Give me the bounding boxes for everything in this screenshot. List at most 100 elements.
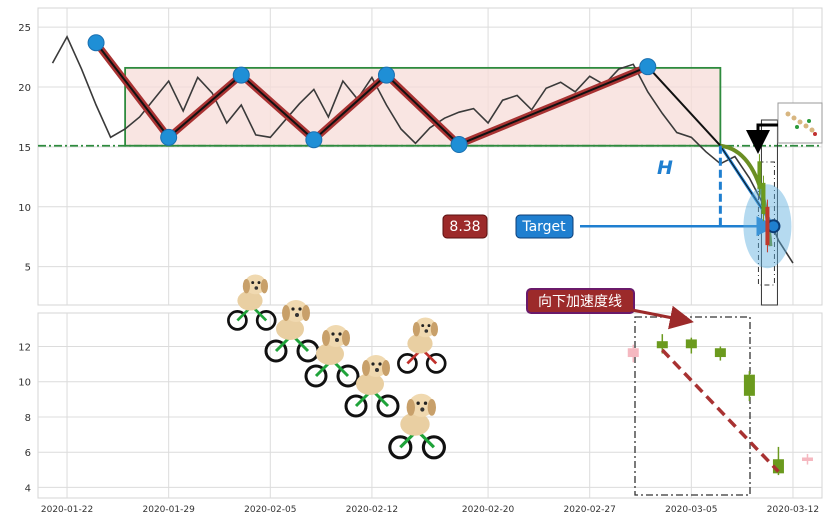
bike-wheel [264,339,288,363]
dog-cyclist-icon [388,393,446,460]
dog-body [407,333,433,354]
breakdown-line [647,66,722,147]
volume-ytick-label: 6 [25,448,31,459]
price-ytick-label: 20 [18,83,31,94]
price-grid [38,8,822,305]
candle-body [801,457,813,461]
candle-window-frame [634,316,751,496]
price-panel-frame [37,7,823,306]
mini-candle-body [761,182,766,214]
candle-body [685,339,697,349]
dog-eye [338,332,342,336]
bike-wheel [425,353,447,374]
dog-body [356,373,384,395]
pivot-point [450,136,468,154]
dog-ear [282,305,290,321]
volume-ytick-label: 10 [18,378,31,389]
target-value-text: 8.38 [449,219,480,235]
dog-eye [416,401,420,405]
bike-wheel [336,364,360,388]
bike-wheel [304,364,328,388]
bike-wheel [397,353,418,374]
accel-badge: 向下加速度线 [526,288,635,314]
volume-ytick-label: 8 [25,413,31,424]
dog-eye [298,307,302,311]
candle-body [714,348,726,358]
dog-ear [406,399,415,416]
dog-ear [382,360,390,376]
dog-head [284,300,308,322]
dog-eye [421,324,425,328]
dog-head [364,355,388,377]
dog-body [400,412,430,436]
price-ytick-label: 5 [25,263,31,274]
dog-ear [412,322,420,337]
dog-ear [362,360,370,376]
mini-candle-body [765,206,770,246]
dog-eye [291,307,295,311]
target-label-text: Target [521,219,566,235]
dog-nose [295,313,299,317]
dog-ear [242,279,250,294]
dog-ear [427,399,436,416]
thumbnail-pointer [746,123,778,154]
accel-label-text: 向下加速度线 [538,294,622,310]
candle-body [772,459,784,474]
dog-eye [378,362,382,366]
pivot-point [639,58,657,76]
dog-eye [251,281,255,285]
xtick-label: 2020-01-22 [41,505,93,515]
dog-eye [331,332,335,336]
dog-head [408,393,434,417]
bike-wheel [376,394,400,418]
dog-nose [335,338,339,342]
dog-body [316,343,344,365]
pivot-point [377,66,395,84]
bike-wheel [421,435,446,460]
pivot-point [87,34,105,52]
dog-cyclist-icon [304,325,360,388]
xtick-label: 2020-02-12 [346,505,398,515]
dog-cyclist-icon [397,317,447,374]
xtick-label: 2020-02-20 [462,505,515,515]
pivot-point [160,128,178,146]
target-badge: Target [515,214,574,239]
dog-nose [254,286,259,290]
price-ytick-label: 10 [18,203,31,214]
candle-body [656,341,668,349]
volume-ytick-label: 4 [25,483,31,494]
price-line [51,34,794,264]
bike-wheel [388,435,413,460]
dog-nose [420,407,425,412]
mini-candle-body [757,161,762,189]
price-ytick-label: 25 [18,23,31,34]
dog-nose [375,368,379,372]
target-value-badge: 8.38 [442,214,488,239]
dog-rider-group [227,274,447,460]
candle-body [627,348,639,358]
dog-ear [342,330,350,346]
bike-wheel [227,310,248,331]
dog-cyclist-icon [344,355,400,418]
dog-ear [260,279,268,294]
dog-eye [371,362,375,366]
dog-ear [322,330,330,346]
dog-eye [257,281,261,285]
price-ytick-label: 15 [18,143,31,154]
dog-eye [427,324,431,328]
volume-ytick-label: 12 [18,342,31,353]
dog-body [237,290,263,311]
xtick-label: 2020-02-05 [244,505,296,515]
price-layer [38,34,822,306]
dog-eye [423,401,428,405]
dog-cyclist-thumbnail-icon [777,102,823,144]
dog-body [276,318,304,340]
xtick-label: 2020-03-05 [665,505,717,515]
dog-cyclist-icon [227,274,277,331]
dog-head [324,325,348,347]
pivot-point [232,66,250,84]
volume-layer [627,316,813,496]
bike-wheel [255,310,277,331]
